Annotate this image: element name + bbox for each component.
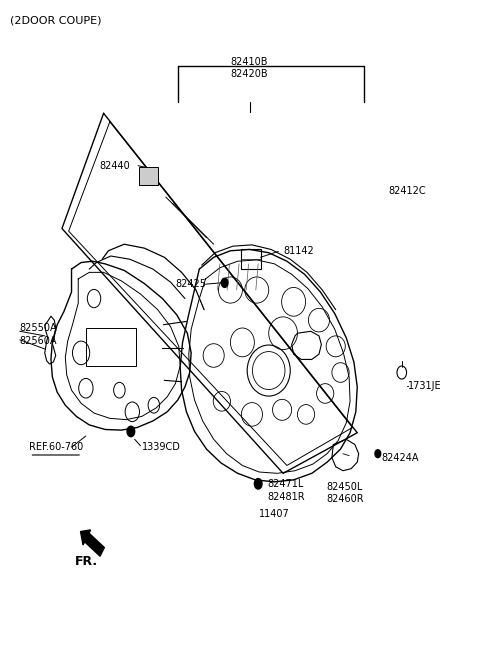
Text: 82471L
82481R: 82471L 82481R bbox=[268, 479, 305, 502]
Circle shape bbox=[375, 450, 381, 458]
Circle shape bbox=[127, 426, 135, 437]
Text: 82440: 82440 bbox=[99, 161, 130, 171]
Text: 82425: 82425 bbox=[176, 279, 206, 289]
Text: 1731JE: 1731JE bbox=[408, 380, 441, 390]
Text: 11407: 11407 bbox=[259, 509, 290, 519]
Text: 82550A
82560A: 82550A 82560A bbox=[20, 323, 58, 346]
Bar bbox=[140, 167, 157, 185]
Circle shape bbox=[221, 278, 228, 287]
Text: 81142: 81142 bbox=[283, 247, 314, 256]
Text: 82410B
82420B: 82410B 82420B bbox=[231, 57, 268, 79]
Text: 82424A: 82424A bbox=[381, 453, 419, 462]
Text: 82450L
82460R: 82450L 82460R bbox=[326, 482, 364, 504]
Text: FR.: FR. bbox=[75, 555, 98, 568]
Text: 1339CD: 1339CD bbox=[142, 442, 181, 452]
Bar bbox=[241, 249, 261, 269]
FancyArrow shape bbox=[81, 530, 104, 556]
Text: 82412C: 82412C bbox=[388, 186, 426, 195]
Circle shape bbox=[254, 479, 262, 489]
Bar bbox=[86, 328, 136, 366]
Text: REF.60-760: REF.60-760 bbox=[29, 442, 84, 452]
Text: (2DOOR COUPE): (2DOOR COUPE) bbox=[10, 15, 102, 26]
